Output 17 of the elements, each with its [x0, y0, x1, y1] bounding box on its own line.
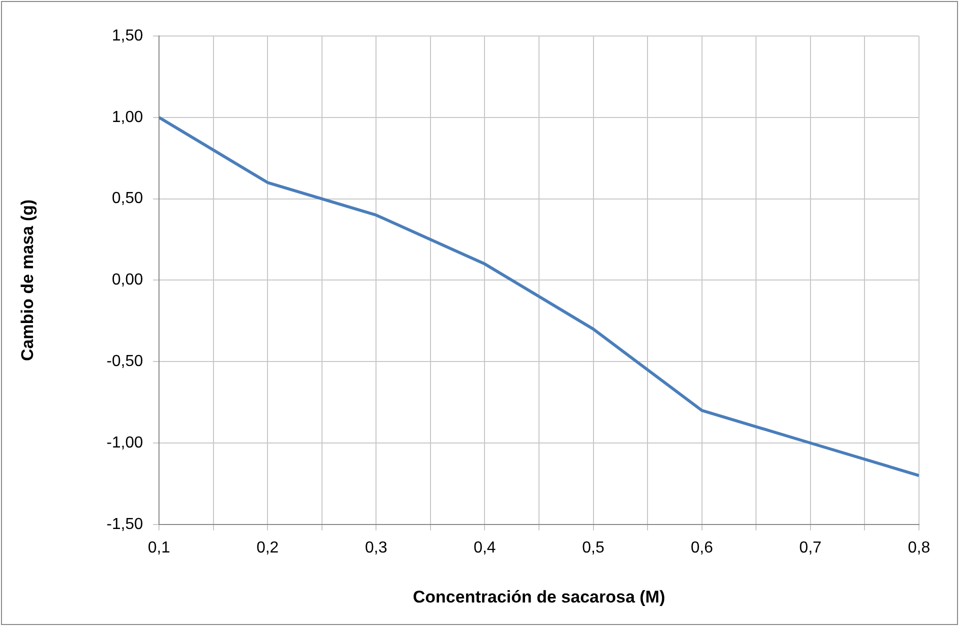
y-tick-label: -0,50 [106, 353, 144, 370]
x-tick-label: 0,7 [799, 539, 822, 556]
y-tick-label: 1,50 [112, 27, 144, 44]
x-tick-label: 0,1 [148, 539, 170, 556]
x-tick-label: 0,6 [690, 539, 714, 556]
x-tick-label: 0,4 [474, 539, 496, 556]
x-tick-label: 0,3 [365, 539, 388, 556]
y-tick-label: -1,50 [106, 516, 144, 533]
y-tick-label: -1,00 [106, 434, 144, 452]
y-tick-label: 0,00 [112, 272, 144, 289]
x-axis-title: Concentración de sacarosa (M) [412, 587, 666, 606]
x-tick-label: 0,2 [256, 539, 279, 556]
x-tick-label: 0,8 [908, 539, 930, 556]
y-tick-label: 1,00 [112, 108, 144, 126]
x-tick-label: 0,5 [582, 539, 605, 556]
y-tick-label: 0,50 [112, 190, 144, 208]
y-axis-title: Cambio de masa (g) [18, 199, 37, 361]
